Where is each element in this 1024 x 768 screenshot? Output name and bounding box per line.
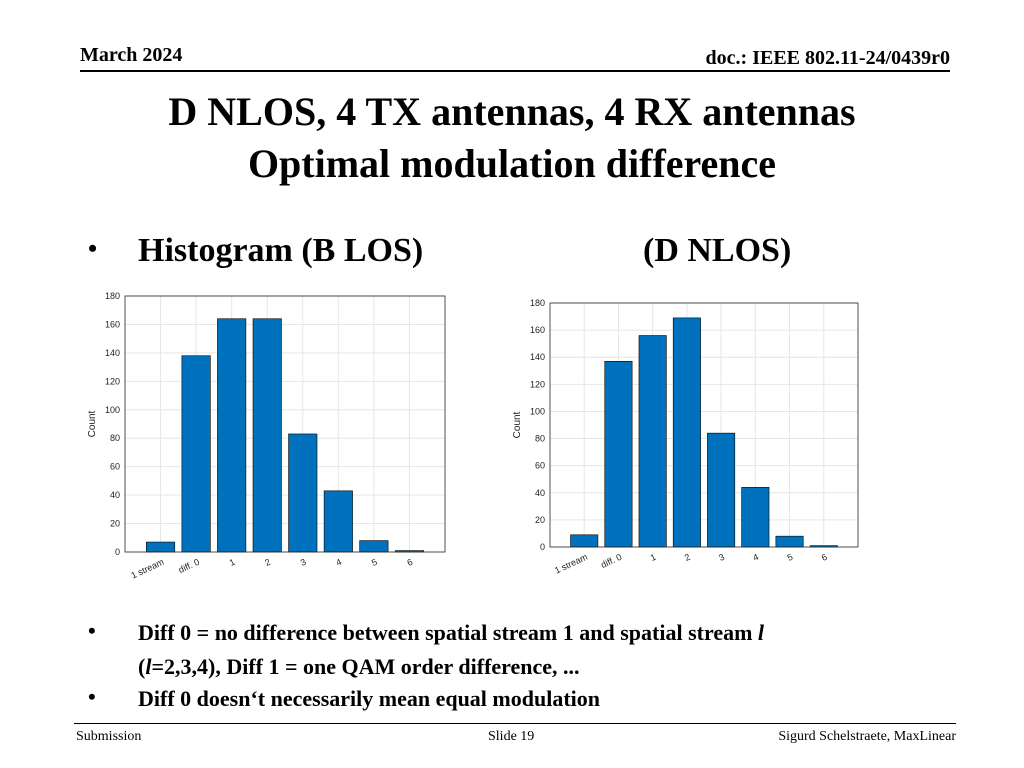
bullet-text-part: =2,3,4), Diff 1 = one QAM order differen…	[151, 654, 580, 679]
y-tick-label: 20	[535, 515, 545, 525]
histogram-chart-b-los: 0 20 40 60 80 100 120 140 160 180 1 stream diff. 0 1…	[80, 286, 460, 586]
x-tick-label: 1 stream	[129, 557, 165, 581]
y-tick-label: 160	[530, 325, 545, 335]
axes-frame	[549, 302, 859, 548]
y-axis-label: Count	[87, 410, 98, 437]
histogram-d-nlos-label: (D NLOS)	[643, 232, 792, 269]
x-tick-label: 2	[263, 557, 272, 568]
histogram-b-los-svg: 0 20 40 60 80 100 120 140 160 180 1 stream diff. 0 1…	[87, 291, 446, 581]
plot-area	[550, 303, 858, 547]
histogram-bar	[252, 318, 282, 553]
bullet-text-part: Diff 0 = no difference between spatial s…	[138, 620, 758, 645]
x-tick-label: 5	[370, 557, 379, 568]
x-tick-label: 3	[299, 557, 308, 568]
title-line-2: Optimal modulation difference	[247, 141, 777, 186]
histogram-bar	[217, 318, 247, 553]
x-tick-label: 5	[786, 552, 795, 563]
histogram-bar	[672, 317, 701, 548]
bullet-dot: •	[88, 618, 96, 643]
y-tick-label: 40	[110, 490, 120, 500]
histogram-bar	[181, 355, 211, 553]
y-tick-label: 60	[535, 461, 545, 471]
y-tick-label: 160	[105, 319, 120, 329]
histogram-bar	[604, 360, 633, 548]
bullet-text-italic: l	[145, 654, 152, 679]
bullet-text-italic: l	[757, 620, 765, 645]
title-line-1: D NLOS, 4 TX antennas, 4 RX antennas	[168, 89, 856, 134]
bullet-dot: •	[88, 234, 98, 263]
histogram-bar	[741, 487, 770, 548]
y-tick-label: 0	[115, 547, 120, 557]
y-tick-label: 40	[535, 488, 545, 498]
footer-slide-number: Slide 19	[488, 729, 535, 744]
histogram-bar	[775, 535, 804, 548]
bullet-diff-definition: Diff 0 = no difference between spatial s…	[138, 616, 968, 684]
histogram-bar	[359, 540, 389, 553]
x-tick-label: 1	[228, 557, 237, 568]
histogram-bar	[570, 534, 599, 548]
x-tick-label: 2	[683, 552, 692, 563]
footer-submission: Submission	[76, 729, 142, 744]
header-date: March 2024	[80, 44, 183, 66]
y-tick-label: 100	[105, 405, 120, 415]
histogram-bar	[288, 433, 318, 553]
x-tick-label: 4	[334, 557, 343, 568]
x-tick-label: diff. 0	[599, 552, 623, 570]
axes-frame	[124, 295, 446, 553]
histogram-bar	[707, 432, 736, 548]
y-tick-label: 140	[105, 348, 120, 358]
y-tick-label: 0	[540, 542, 545, 552]
histogram-bar	[638, 335, 667, 548]
y-tick-label: 180	[530, 298, 545, 308]
footer-divider	[74, 723, 956, 724]
bullet-text-part: (	[138, 654, 146, 679]
histogram-d-nlos-svg: 0 20 40 60 80 100 120 140 160 180 1 stream diff. 0 1…	[512, 298, 859, 576]
x-tick-label: 1 stream	[553, 552, 589, 576]
header-doc-id: doc.: IEEE 802.11-24/0439r0	[705, 47, 950, 69]
histogram-bar	[146, 541, 176, 553]
histogram-b-los-label: Histogram (B LOS)	[138, 232, 424, 269]
x-tick-label: diff. 0	[177, 557, 201, 575]
x-tick-label: 1	[649, 552, 658, 563]
header-divider	[80, 70, 950, 72]
y-tick-label: 120	[105, 376, 120, 386]
x-tick-label: 6	[406, 557, 415, 568]
y-tick-label: 180	[105, 291, 120, 301]
y-axis-label: Count	[512, 411, 523, 438]
y-tick-label: 80	[110, 433, 120, 443]
y-tick-label: 140	[530, 352, 545, 362]
y-tick-label: 60	[110, 462, 120, 472]
bullet-diff-note: Diff 0 doesn‘t necessarily mean equal mo…	[138, 686, 600, 711]
bullet-dot: •	[88, 684, 96, 709]
plot-area	[125, 296, 445, 552]
x-tick-label: 6	[820, 552, 829, 563]
y-tick-label: 20	[110, 519, 120, 529]
y-tick-label: 120	[530, 379, 545, 389]
x-tick-label: 3	[717, 552, 726, 563]
slide-title: D NLOS, 4 TX antennas, 4 RX antennas Opt…	[0, 86, 1024, 190]
histogram-chart-d-nlos: 0 20 40 60 80 100 120 140 160 180 1 stream diff. 0 1…	[505, 293, 870, 583]
y-tick-label: 100	[530, 406, 545, 416]
x-tick-label: 4	[751, 552, 760, 563]
y-tick-label: 80	[535, 434, 545, 444]
histogram-bar	[323, 490, 353, 553]
footer-author: Sigurd Schelstraete, MaxLinear	[778, 729, 956, 744]
